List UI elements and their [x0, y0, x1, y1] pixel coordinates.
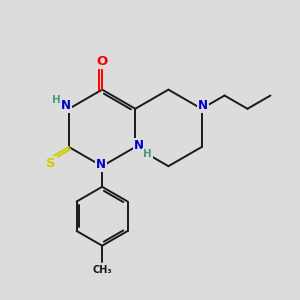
Text: CH₃: CH₃	[92, 265, 112, 275]
Text: N: N	[96, 158, 106, 171]
Text: N: N	[198, 99, 208, 112]
Text: H: H	[52, 95, 61, 105]
Text: S: S	[46, 157, 56, 169]
Text: H: H	[143, 148, 152, 158]
Text: N: N	[61, 99, 71, 112]
Text: O: O	[97, 55, 108, 68]
Text: N: N	[134, 139, 144, 152]
